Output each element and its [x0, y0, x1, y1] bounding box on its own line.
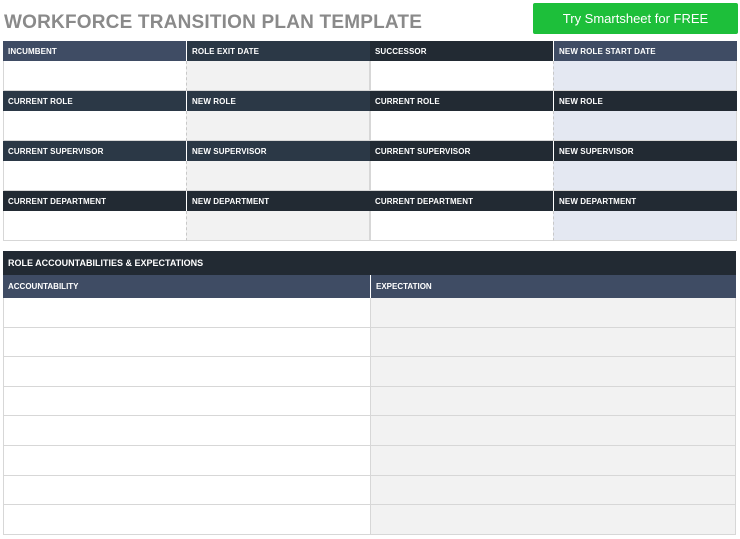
new-department-header: NEW DEPARTMENT — [186, 191, 370, 211]
header-row: CURRENT ROLE NEW ROLE — [370, 91, 737, 111]
expectation-cell[interactable] — [370, 416, 736, 446]
accountability-cell[interactable] — [3, 386, 370, 417]
new-supervisor-field[interactable] — [553, 161, 737, 191]
current-department-header: CURRENT DEPARTMENT — [370, 191, 553, 211]
role-exit-date-field[interactable] — [186, 61, 370, 91]
entry-row — [370, 61, 737, 91]
expectation-cell[interactable] — [370, 327, 736, 358]
table-row — [3, 505, 736, 535]
table-row — [3, 298, 736, 328]
entry-row — [3, 161, 370, 191]
accountability-header: ACCOUNTABILITY — [3, 275, 370, 298]
header-row: CURRENT SUPERVISOR NEW SUPERVISOR — [370, 141, 737, 161]
entry-row — [3, 111, 370, 141]
expectation-cell[interactable] — [370, 505, 736, 535]
current-role-header: CURRENT ROLE — [370, 91, 553, 111]
accountability-cell[interactable] — [3, 445, 370, 476]
entry-row — [3, 61, 370, 91]
successor-field[interactable] — [370, 61, 553, 91]
accountabilities-section: ROLE ACCOUNTABILITIES & EXPECTATIONS ACC… — [3, 251, 736, 535]
accountability-cell[interactable] — [3, 298, 370, 328]
incumbent-header: INCUMBENT — [3, 41, 186, 61]
table-row — [3, 327, 736, 358]
header-row: CURRENT ROLE NEW ROLE — [3, 91, 370, 111]
new-role-start-date-header: NEW ROLE START DATE — [553, 41, 737, 61]
new-role-start-date-field[interactable] — [553, 61, 737, 91]
entry-row — [370, 161, 737, 191]
accountability-cell[interactable] — [3, 327, 370, 358]
entry-row — [370, 211, 737, 241]
new-department-field[interactable] — [186, 211, 370, 241]
header-row: INCUMBENT ROLE EXIT DATE — [3, 41, 370, 61]
new-role-field[interactable] — [186, 111, 370, 141]
expectation-cell[interactable] — [370, 475, 736, 506]
successor-header: SUCCESSOR — [370, 41, 553, 61]
table-row — [3, 357, 736, 387]
current-role-field[interactable] — [370, 111, 553, 141]
current-department-field[interactable] — [3, 211, 186, 241]
role-exit-date-header: ROLE EXIT DATE — [186, 41, 370, 61]
new-department-header: NEW DEPARTMENT — [553, 191, 737, 211]
table-row — [3, 416, 736, 446]
expectation-cell[interactable] — [370, 386, 736, 417]
table-row — [3, 386, 736, 417]
current-department-field[interactable] — [370, 211, 553, 241]
table-row — [3, 445, 736, 476]
current-role-field[interactable] — [3, 111, 186, 141]
incumbent-block: INCUMBENT ROLE EXIT DATE CURRENT ROLE NE… — [3, 41, 370, 241]
section-title: ROLE ACCOUNTABILITIES & EXPECTATIONS — [3, 251, 736, 275]
header-row: CURRENT DEPARTMENT NEW DEPARTMENT — [370, 191, 737, 211]
accountability-rows — [3, 298, 736, 535]
try-smartsheet-button[interactable]: Try Smartsheet for FREE — [533, 3, 738, 34]
current-supervisor-header: CURRENT SUPERVISOR — [3, 141, 186, 161]
header-row: CURRENT DEPARTMENT NEW DEPARTMENT — [3, 191, 370, 211]
expectation-cell[interactable] — [370, 445, 736, 476]
table-row — [3, 475, 736, 506]
accountability-cell[interactable] — [3, 475, 370, 506]
header-row: CURRENT SUPERVISOR NEW SUPERVISOR — [3, 141, 370, 161]
current-department-header: CURRENT DEPARTMENT — [3, 191, 186, 211]
new-supervisor-header: NEW SUPERVISOR — [186, 141, 370, 161]
page-title: WORKFORCE TRANSITION PLAN TEMPLATE — [4, 12, 423, 33]
new-role-header: NEW ROLE — [186, 91, 370, 111]
entry-row — [3, 211, 370, 241]
new-supervisor-header: NEW SUPERVISOR — [553, 141, 737, 161]
new-supervisor-field[interactable] — [186, 161, 370, 191]
current-supervisor-field[interactable] — [3, 161, 186, 191]
current-supervisor-field[interactable] — [370, 161, 553, 191]
section-header-row: ACCOUNTABILITY EXPECTATION — [3, 275, 736, 298]
header-row: SUCCESSOR NEW ROLE START DATE — [370, 41, 737, 61]
current-role-header: CURRENT ROLE — [3, 91, 186, 111]
accountability-cell[interactable] — [3, 416, 370, 446]
incumbent-field[interactable] — [3, 61, 186, 91]
entry-row — [370, 111, 737, 141]
new-department-field[interactable] — [553, 211, 737, 241]
expectation-header: EXPECTATION — [370, 275, 736, 298]
expectation-cell[interactable] — [370, 357, 736, 387]
new-role-header: NEW ROLE — [553, 91, 737, 111]
successor-block: SUCCESSOR NEW ROLE START DATE CURRENT RO… — [370, 41, 737, 241]
new-role-field[interactable] — [553, 111, 737, 141]
accountability-cell[interactable] — [3, 357, 370, 387]
expectation-cell[interactable] — [370, 298, 736, 328]
accountability-cell[interactable] — [3, 505, 370, 535]
current-supervisor-header: CURRENT SUPERVISOR — [370, 141, 553, 161]
